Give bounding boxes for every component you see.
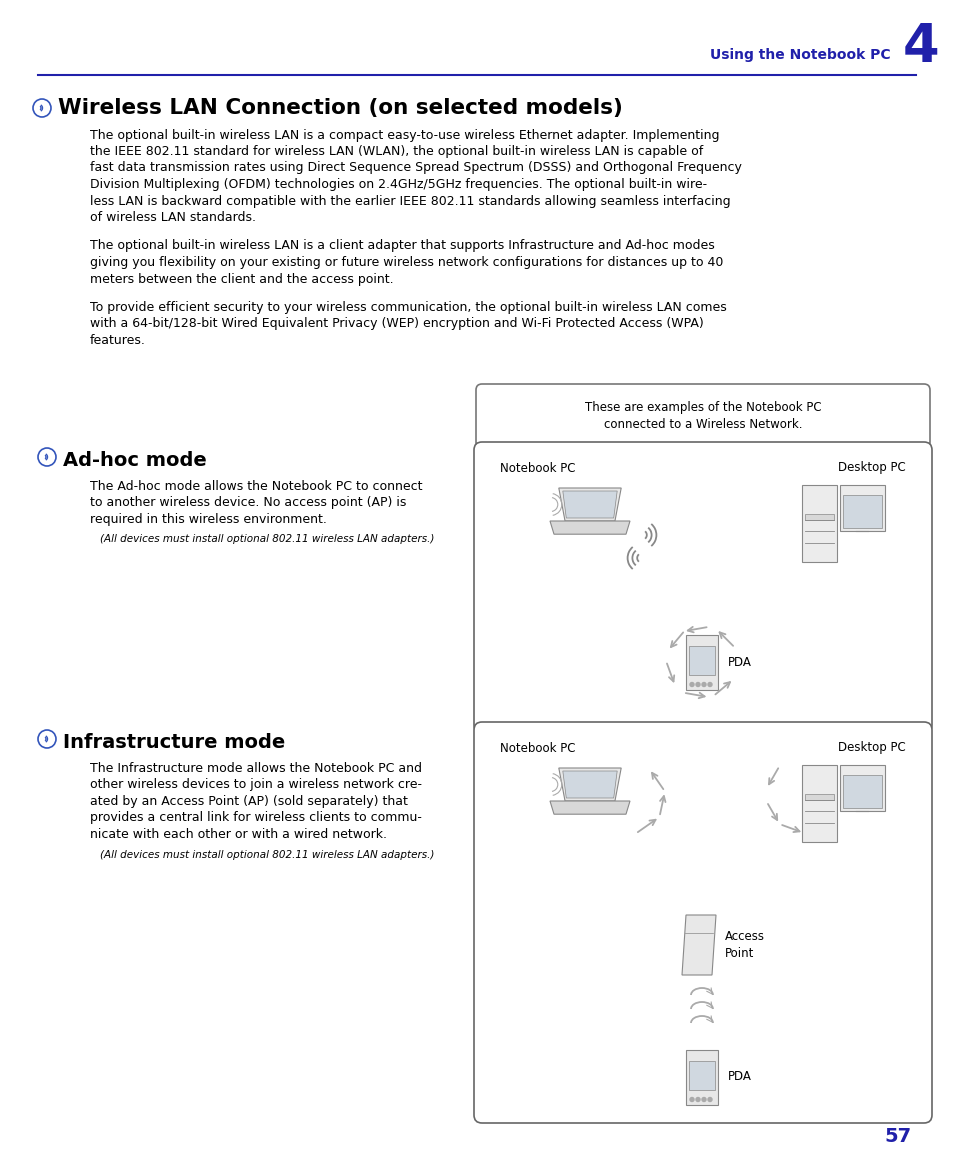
Text: Wireless LAN Connection (on selected models): Wireless LAN Connection (on selected mod… bbox=[58, 98, 622, 118]
Text: PDA: PDA bbox=[727, 656, 751, 669]
Polygon shape bbox=[550, 521, 629, 535]
Text: features.: features. bbox=[90, 334, 146, 346]
Bar bbox=[685, 1050, 718, 1105]
Polygon shape bbox=[550, 802, 629, 814]
Text: Notebook PC: Notebook PC bbox=[499, 462, 575, 475]
Polygon shape bbox=[562, 772, 617, 798]
Text: These are examples of the Notebook PC
connected to a Wireless Network.: These are examples of the Notebook PC co… bbox=[584, 401, 821, 432]
Text: to another wireless device. No access point (AP) is: to another wireless device. No access po… bbox=[90, 495, 406, 509]
Text: The Ad-hoc mode allows the Notebook PC to connect: The Ad-hoc mode allows the Notebook PC t… bbox=[90, 479, 422, 492]
Bar bbox=[801, 765, 837, 842]
Text: meters between the client and the access point.: meters between the client and the access… bbox=[90, 273, 394, 285]
Text: PDA: PDA bbox=[727, 1071, 751, 1083]
Text: To provide efficient security to your wireless communication, the optional built: To provide efficient security to your wi… bbox=[90, 301, 726, 314]
Bar bbox=[804, 514, 834, 520]
FancyBboxPatch shape bbox=[474, 722, 931, 1123]
Polygon shape bbox=[558, 768, 620, 802]
Bar bbox=[840, 485, 883, 531]
Circle shape bbox=[696, 1097, 700, 1102]
Text: required in this wireless environment.: required in this wireless environment. bbox=[90, 513, 327, 526]
FancyBboxPatch shape bbox=[476, 383, 929, 448]
Text: Access
Point: Access Point bbox=[724, 930, 764, 960]
Text: 4: 4 bbox=[902, 21, 939, 73]
Circle shape bbox=[689, 683, 693, 686]
FancyBboxPatch shape bbox=[474, 442, 931, 733]
Text: other wireless devices to join a wireless network cre-: other wireless devices to join a wireles… bbox=[90, 778, 421, 791]
Circle shape bbox=[701, 683, 705, 686]
Polygon shape bbox=[562, 491, 617, 517]
Text: Ad-hoc mode: Ad-hoc mode bbox=[63, 450, 207, 469]
Text: fast data transmission rates using Direct Sequence Spread Spectrum (DSSS) and Or: fast data transmission rates using Direc… bbox=[90, 162, 741, 174]
Text: The optional built-in wireless LAN is a compact easy-to-use wireless Ethernet ad: The optional built-in wireless LAN is a … bbox=[90, 128, 719, 142]
Text: the IEEE 802.11 standard for wireless LAN (WLAN), the optional built-in wireless: the IEEE 802.11 standard for wireless LA… bbox=[90, 146, 702, 158]
Polygon shape bbox=[558, 489, 620, 521]
Text: provides a central link for wireless clients to commu-: provides a central link for wireless cli… bbox=[90, 811, 421, 824]
Text: of wireless LAN standards.: of wireless LAN standards. bbox=[90, 211, 255, 224]
Text: nicate with each other or with a wired network.: nicate with each other or with a wired n… bbox=[90, 827, 387, 841]
Text: Desktop PC: Desktop PC bbox=[838, 462, 905, 475]
Text: with a 64-bit/128-bit Wired Equivalent Privacy (WEP) encryption and Wi-Fi Protec: with a 64-bit/128-bit Wired Equivalent P… bbox=[90, 318, 703, 330]
Text: ated by an Access Point (AP) (sold separately) that: ated by an Access Point (AP) (sold separ… bbox=[90, 795, 408, 807]
Text: The optional built-in wireless LAN is a client adapter that supports Infrastruct: The optional built-in wireless LAN is a … bbox=[90, 239, 714, 253]
Text: 57: 57 bbox=[883, 1127, 911, 1147]
Circle shape bbox=[696, 683, 700, 686]
Text: The Infrastructure mode allows the Notebook PC and: The Infrastructure mode allows the Noteb… bbox=[90, 761, 421, 775]
Circle shape bbox=[689, 1097, 693, 1102]
Bar bbox=[804, 793, 834, 800]
Bar bbox=[801, 485, 837, 562]
Circle shape bbox=[701, 1097, 705, 1102]
Circle shape bbox=[707, 683, 711, 686]
Bar bbox=[842, 494, 881, 528]
Text: (All devices must install optional 802.11 wireless LAN adapters.): (All devices must install optional 802.1… bbox=[100, 535, 434, 544]
Text: Notebook PC: Notebook PC bbox=[499, 742, 575, 754]
Bar bbox=[688, 1061, 714, 1089]
Bar bbox=[688, 646, 714, 675]
Circle shape bbox=[707, 1097, 711, 1102]
Text: Using the Notebook PC: Using the Notebook PC bbox=[709, 49, 890, 62]
Text: Desktop PC: Desktop PC bbox=[838, 742, 905, 754]
Bar bbox=[840, 765, 883, 811]
Text: giving you flexibility on your existing or future wireless network configuration: giving you flexibility on your existing … bbox=[90, 256, 722, 269]
Bar bbox=[842, 775, 881, 807]
Text: Division Multiplexing (OFDM) technologies on 2.4GHz/5GHz frequencies. The option: Division Multiplexing (OFDM) technologie… bbox=[90, 178, 706, 191]
Polygon shape bbox=[681, 915, 716, 975]
Text: Infrastructure mode: Infrastructure mode bbox=[63, 732, 285, 752]
Bar bbox=[685, 635, 718, 690]
Text: less LAN is backward compatible with the earlier IEEE 802.11 standards allowing : less LAN is backward compatible with the… bbox=[90, 194, 730, 208]
Text: (All devices must install optional 802.11 wireless LAN adapters.): (All devices must install optional 802.1… bbox=[100, 849, 434, 859]
